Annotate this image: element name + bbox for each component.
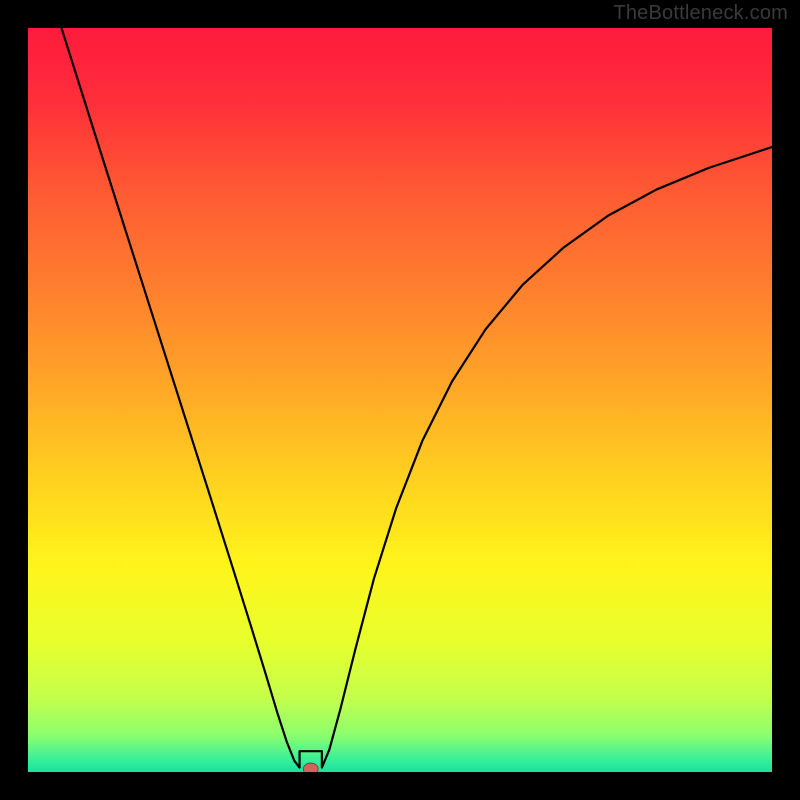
gradient-background [28,28,772,772]
bottleneck-curve-chart [28,28,772,772]
chart-frame: TheBottleneck.com [0,0,800,800]
minimum-marker [303,763,318,772]
watermark-label: TheBottleneck.com [613,2,788,25]
plot-area [28,28,772,772]
